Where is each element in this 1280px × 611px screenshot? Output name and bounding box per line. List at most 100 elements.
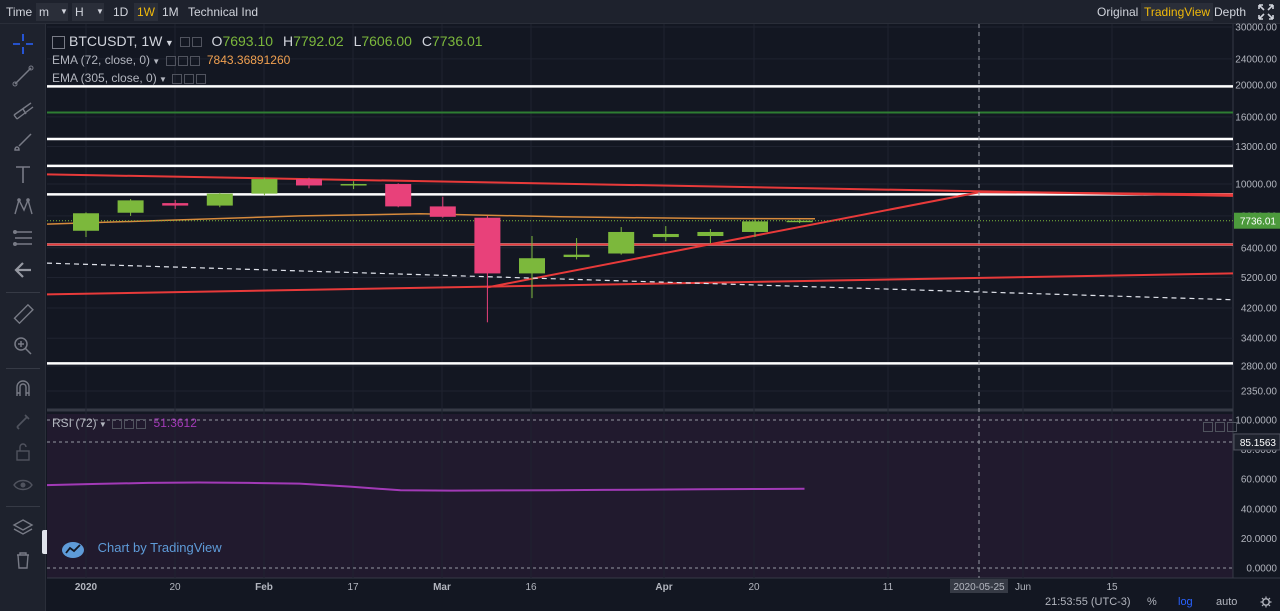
time-tick-label: 17 <box>347 582 359 593</box>
pane-controls <box>1201 418 1237 436</box>
settings-icon[interactable] <box>179 37 190 48</box>
pane-maximize-icon[interactable] <box>1203 421 1213 432</box>
time-tick-label: 16 <box>525 582 537 593</box>
rsi-crosshair-badge <box>1233 433 1280 451</box>
interval-1w[interactable]: 1W <box>134 3 158 21</box>
high-value: 7792.02 <box>293 33 344 49</box>
magnet-icon[interactable] <box>9 374 37 402</box>
fib-icon[interactable] <box>9 224 37 252</box>
close-label: C <box>421 33 432 49</box>
ruler-icon[interactable] <box>9 300 37 328</box>
close-icon[interactable] <box>189 55 200 66</box>
back-arrow-icon[interactable] <box>9 256 37 284</box>
close-icon[interactable] <box>136 418 147 429</box>
candle-body <box>652 233 679 238</box>
settings-icon[interactable] <box>165 55 176 66</box>
pane-up-icon[interactable] <box>1215 421 1225 432</box>
candle-body <box>117 200 144 213</box>
candle-body <box>697 231 724 237</box>
close-icon[interactable] <box>196 73 207 84</box>
percent-toggle[interactable]: % <box>1147 596 1157 608</box>
trend-line-icon[interactable] <box>9 62 37 90</box>
unlock-icon[interactable] <box>9 438 37 466</box>
chevron-down-icon: ▼ <box>96 7 104 16</box>
time-button[interactable]: Time <box>6 5 33 19</box>
ema-lines <box>46 213 1233 225</box>
candle-body <box>742 221 768 232</box>
expand-icon[interactable] <box>1254 3 1278 21</box>
ema72-legend: EMA (72, close, 0) ▼ 7843.36891260 <box>52 53 291 67</box>
gear-icon[interactable] <box>1260 596 1272 611</box>
view-original[interactable]: Original <box>1097 5 1139 19</box>
trash-icon[interactable] <box>9 546 37 574</box>
legend-collapse-icon[interactable] <box>52 35 65 49</box>
chevron-down-icon: ▼ <box>60 7 68 16</box>
rsi-tick-label: 100.0000 <box>1235 416 1277 427</box>
price-tick-label: 30000.00 <box>1235 23 1277 34</box>
symbol-label[interactable]: BTCUSDT, 1W <box>69 33 163 49</box>
candle-body <box>340 184 367 186</box>
price-tick-label: 3400.00 <box>1241 334 1278 345</box>
technical-indicators-button[interactable]: Technical Ind <box>188 5 259 19</box>
sidebar-collapse-handle[interactable] <box>42 530 50 554</box>
interval-1m[interactable]: 1M <box>162 5 179 19</box>
pattern-icon[interactable] <box>9 192 37 220</box>
rsi-value: 51.3612 <box>153 416 197 430</box>
sidebar-divider <box>6 506 40 507</box>
rsi-tick-label: 80.0000 <box>1241 445 1278 456</box>
eye-icon[interactable] <box>177 55 188 66</box>
eye-icon[interactable] <box>9 471 37 499</box>
drawing-toolbar <box>0 24 50 611</box>
price-tick-label: 24000.00 <box>1235 54 1277 65</box>
ema305-label[interactable]: EMA (305, close, 0) <box>52 71 157 85</box>
eye-icon[interactable] <box>184 73 195 84</box>
candle-body <box>786 220 813 223</box>
crosshair-icon[interactable] <box>9 30 37 58</box>
dashed-trend-line <box>46 262 1234 301</box>
text-icon[interactable] <box>9 160 37 188</box>
candlestick-series <box>73 177 813 323</box>
interval-1d[interactable]: 1D <box>113 5 129 19</box>
minute-select[interactable]: m <box>36 3 68 21</box>
price-tick-label: 4200.00 <box>1241 304 1278 315</box>
layers-icon[interactable] <box>9 514 37 542</box>
eye-icon[interactable] <box>191 37 202 48</box>
ema72-label[interactable]: EMA (72, close, 0) <box>52 53 151 67</box>
auto-toggle[interactable]: auto <box>1216 596 1238 608</box>
pitchfork-icon[interactable] <box>9 95 37 123</box>
sidebar-divider <box>6 292 40 293</box>
lock-drawings-icon[interactable] <box>9 407 37 435</box>
pane-close-icon[interactable] <box>1227 421 1237 432</box>
rsi-tick-label: 20.0000 <box>1241 534 1278 545</box>
time-tick-label: 20 <box>748 582 760 593</box>
open-label: O <box>211 33 223 49</box>
time-tick-label: 15 <box>1106 582 1118 593</box>
tradingview-watermark[interactable]: Chart by TradingView <box>60 536 222 560</box>
candle-body <box>474 217 501 274</box>
eye-icon[interactable] <box>124 418 135 429</box>
settings-icon[interactable] <box>172 73 183 84</box>
price-tick-label: 20000.00 <box>1235 80 1277 91</box>
candle-body <box>206 193 233 206</box>
price-tick-label: 13000.00 <box>1235 142 1277 153</box>
view-depth[interactable]: Depth <box>1214 5 1247 19</box>
price-tick-label: 8000.00 <box>1241 211 1278 222</box>
symbol-legend: BTCUSDT, 1W ▼ O7693.10 H7792.02 L7606.00… <box>52 33 483 49</box>
hour-select[interactable]: H <box>72 3 104 21</box>
rsi-label[interactable]: RSI (72) <box>52 416 97 430</box>
brush-icon[interactable] <box>9 128 37 156</box>
log-toggle[interactable]: log <box>1178 596 1193 608</box>
candle-body <box>73 213 99 231</box>
ema72-line <box>46 213 816 225</box>
price-tick-label: 2350.00 <box>1241 387 1278 398</box>
rsi-legend: RSI (72) ▼ 51.3612 <box>52 416 197 430</box>
rsi-crosshair-label: 85.1563 <box>1240 438 1277 449</box>
candle-body <box>608 231 635 254</box>
price-tick-label: 5200.00 <box>1241 273 1278 284</box>
settings-icon[interactable] <box>112 418 123 429</box>
view-tradingview[interactable]: TradingView <box>1141 3 1214 21</box>
zoom-in-icon[interactable] <box>9 332 37 360</box>
tradingview-cloud-icon <box>62 541 84 558</box>
